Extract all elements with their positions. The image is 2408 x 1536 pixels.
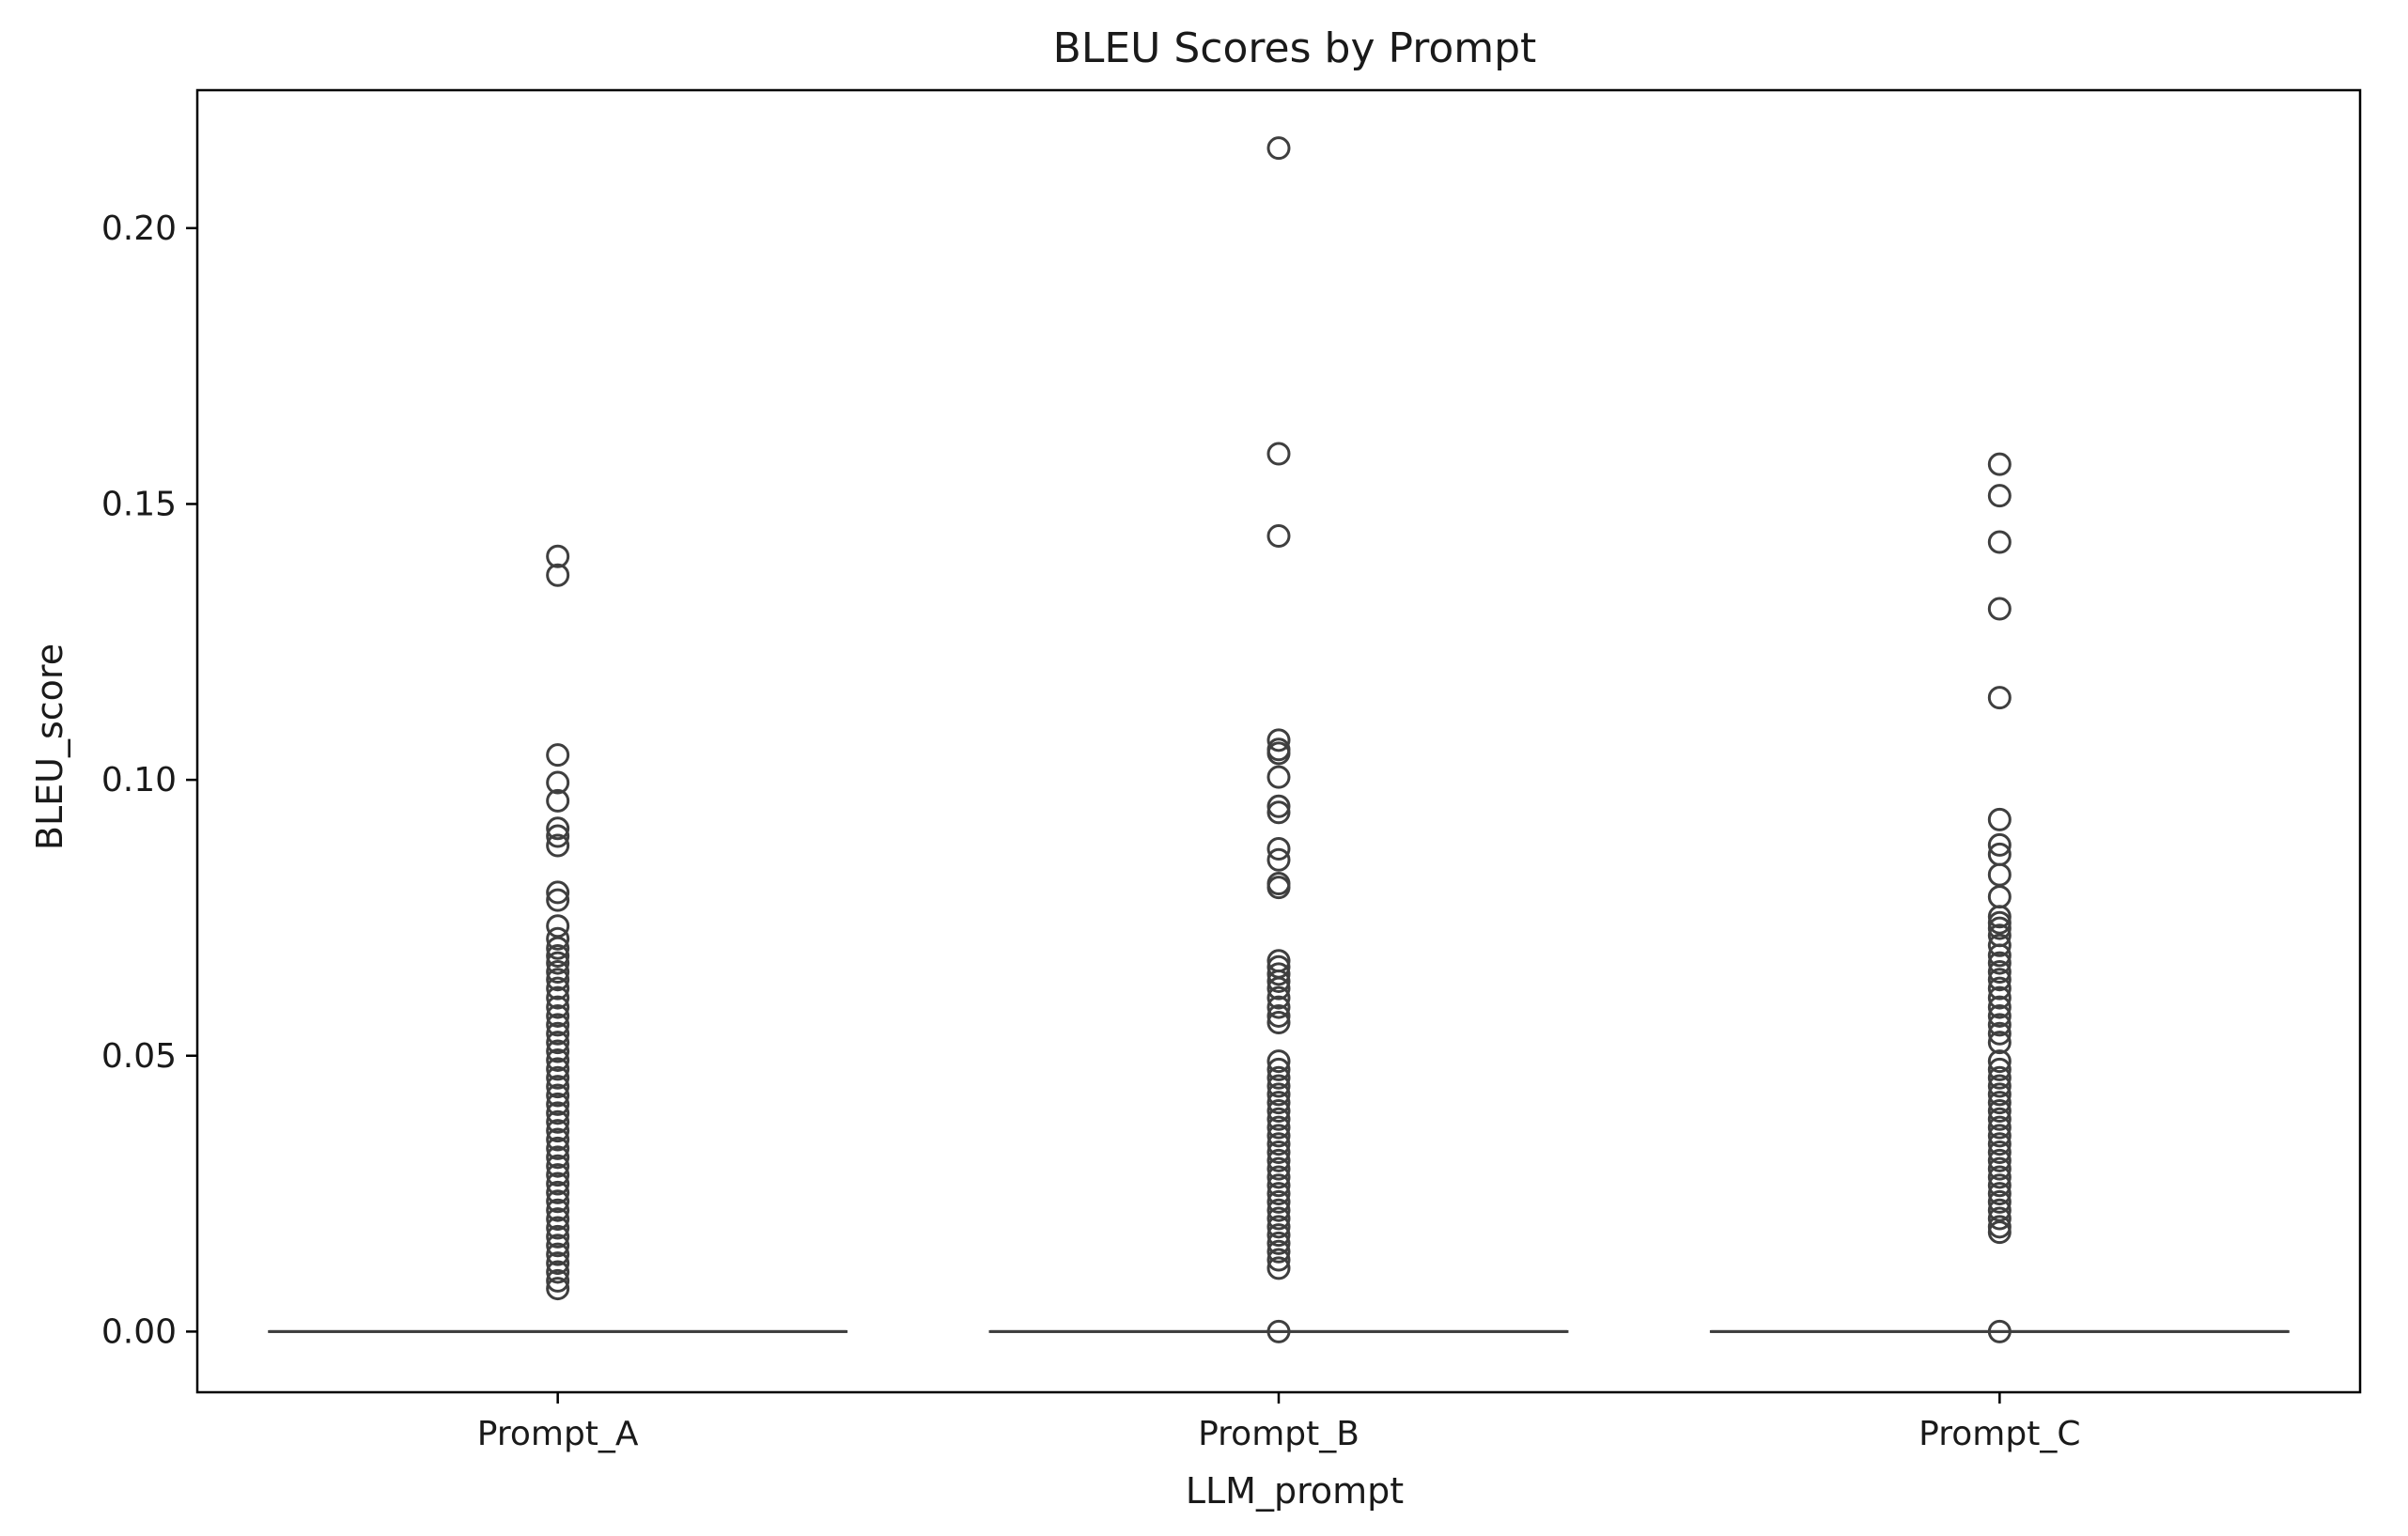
outlier-point xyxy=(548,745,568,766)
chart-title: BLEU Scores by Prompt xyxy=(1053,24,1537,72)
outlier-point xyxy=(1989,454,2010,474)
x-tick-label: Prompt_A xyxy=(477,1415,639,1453)
outlier-point xyxy=(1989,887,2010,908)
outlier-point xyxy=(1268,138,1289,159)
y-tick-label: 0.05 xyxy=(101,1037,177,1076)
outlier-point xyxy=(1989,598,2010,619)
x-tick-label: Prompt_B xyxy=(1198,1415,1359,1453)
y-tick-label: 0.15 xyxy=(101,485,177,523)
outlier-point xyxy=(1989,532,2010,552)
outlier-point xyxy=(1989,864,2010,885)
outlier-point xyxy=(1268,526,1289,547)
outlier-point xyxy=(1989,486,2010,506)
y-tick-label: 0.10 xyxy=(101,761,177,799)
plot-area xyxy=(270,138,2289,1342)
y-tick-label: 0.00 xyxy=(101,1312,177,1351)
outlier-point xyxy=(1989,688,2010,708)
y-axis-label: BLEU_score xyxy=(29,644,70,850)
outlier-point xyxy=(1268,443,1289,464)
outlier-point xyxy=(1989,809,2010,830)
y-tick-label: 0.20 xyxy=(101,209,177,248)
x-tick-label: Prompt_C xyxy=(1919,1415,2080,1453)
x-axis-label: LLM_prompt xyxy=(1186,1470,1404,1512)
outlier-point xyxy=(1268,767,1289,787)
